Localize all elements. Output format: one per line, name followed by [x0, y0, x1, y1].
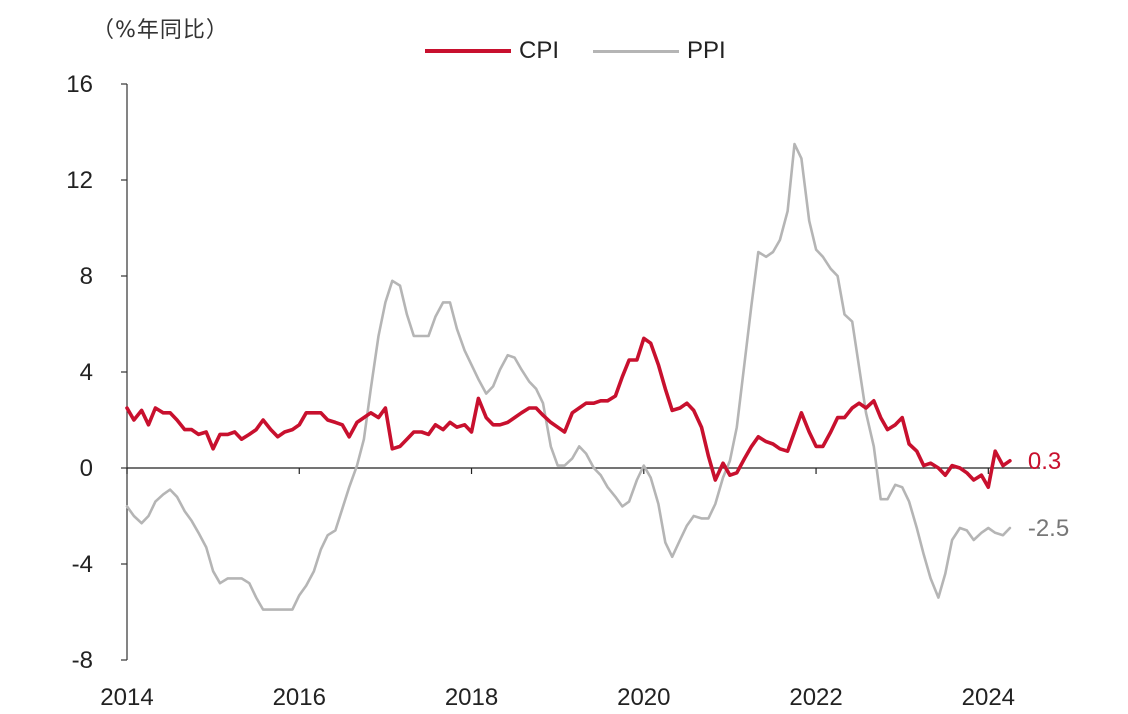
- y-tick-label: 0: [80, 455, 93, 482]
- y-tick-label: -4: [72, 551, 93, 578]
- legend-label-cpi: CPI: [519, 37, 560, 64]
- x-tick-label: 2022: [789, 684, 842, 711]
- y-tick-label: 8: [80, 263, 93, 290]
- end-label-cpi: 0.3: [1028, 448, 1061, 475]
- y-axis-unit-label: （%年同比）: [92, 18, 229, 43]
- legend-item-cpi: CPI: [425, 37, 559, 65]
- legend-swatch-cpi: [425, 49, 511, 53]
- chart-legend: CPI PPI: [425, 36, 760, 66]
- x-tick-label: 2014: [100, 684, 153, 711]
- x-tick-label: 2018: [445, 684, 498, 711]
- y-tick-label: 12: [66, 167, 93, 194]
- y-tick-label: 16: [66, 71, 93, 98]
- y-tick-label: 4: [80, 359, 93, 386]
- x-tick-label: 2016: [273, 684, 326, 711]
- end-label-ppi: -2.5: [1028, 515, 1069, 542]
- legend-label-ppi: PPI: [687, 37, 726, 64]
- legend-item-ppi: PPI: [593, 37, 726, 65]
- series-line-ppi: [125, 142, 1012, 611]
- x-tick-label: 2020: [617, 684, 670, 711]
- legend-swatch-ppi: [593, 49, 680, 53]
- x-tick-label: 2024: [962, 684, 1015, 711]
- y-tick-label: -8: [72, 647, 93, 674]
- series-line-cpi: [125, 336, 1012, 490]
